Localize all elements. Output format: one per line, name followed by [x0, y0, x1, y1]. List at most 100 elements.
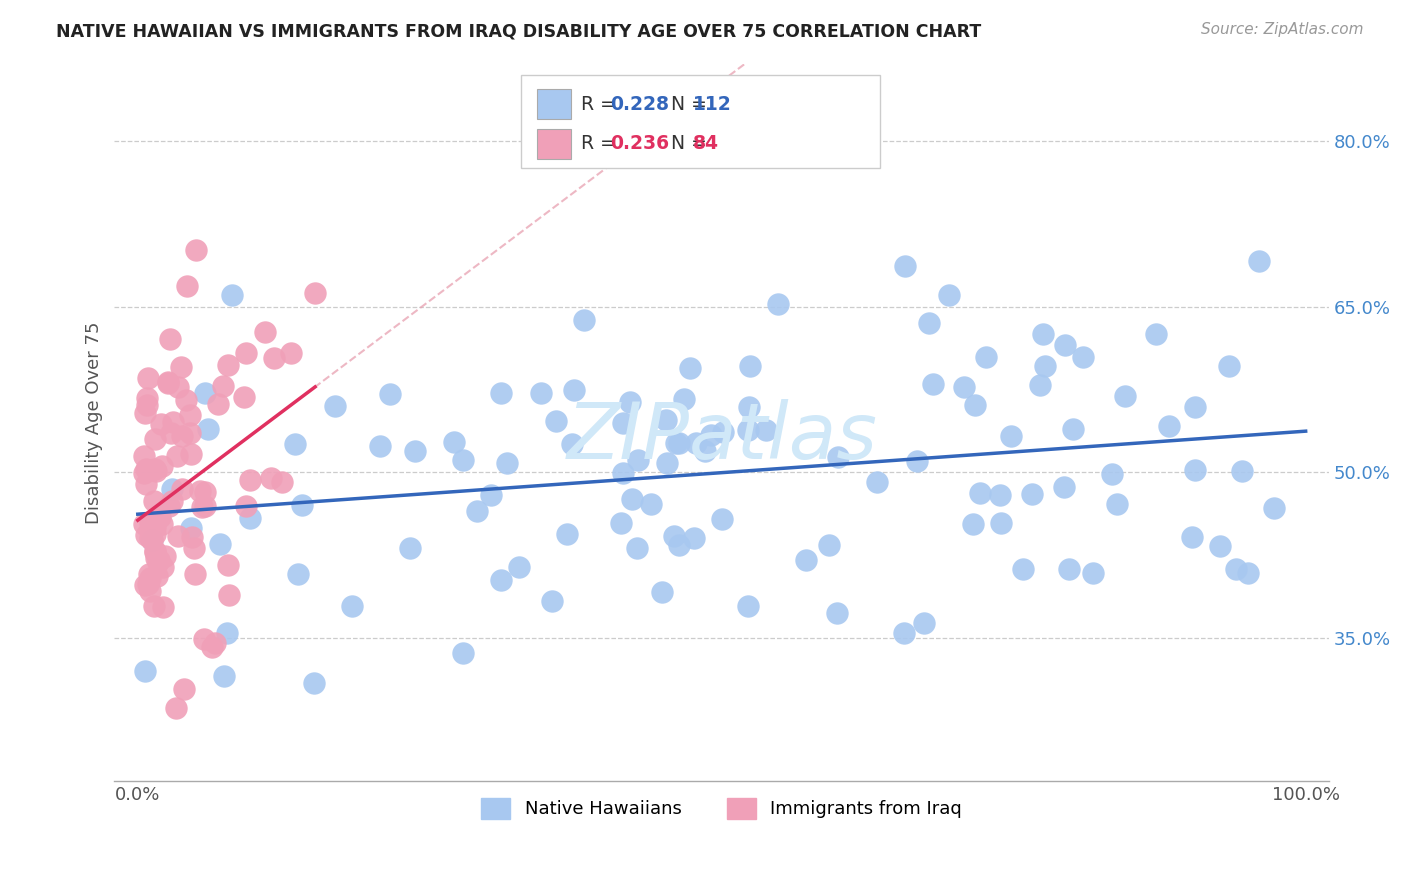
Point [700, 428, 723, 442]
Point [965, 398, 987, 412]
Point [212, 669, 235, 683]
Point [1159, 418, 1181, 433]
Point [194, 386, 217, 401]
Point [207, 397, 229, 411]
Point [148, 553, 170, 567]
Text: 0.228: 0.228 [610, 95, 669, 113]
Point [665, 436, 688, 450]
Point [1081, 566, 1104, 581]
Point [737, 599, 759, 613]
Point [304, 285, 326, 300]
Legend: Native Hawaiians, Immigrants from Iraq: Native Hawaiians, Immigrants from Iraq [474, 790, 969, 826]
Point [1053, 480, 1076, 494]
Point [170, 482, 193, 496]
Point [157, 499, 180, 513]
Point [132, 466, 155, 480]
Point [135, 391, 157, 405]
Point [160, 425, 183, 440]
Point [179, 408, 201, 422]
Point [141, 533, 163, 547]
Point [1114, 389, 1136, 403]
Point [157, 376, 180, 390]
Point [260, 471, 283, 485]
Point [1225, 561, 1247, 575]
Point [894, 260, 917, 274]
Point [232, 390, 254, 404]
Text: Source: ZipAtlas.com: Source: ZipAtlas.com [1201, 22, 1364, 37]
Point [443, 434, 465, 449]
Point [145, 550, 167, 565]
Point [169, 360, 191, 375]
Point [938, 288, 960, 302]
Point [143, 526, 166, 541]
Point [143, 543, 166, 558]
Point [673, 392, 696, 406]
Point [152, 559, 174, 574]
Point [479, 488, 502, 502]
Point [1012, 562, 1035, 576]
Point [1053, 338, 1076, 352]
Point [221, 288, 243, 302]
Point [1181, 530, 1204, 544]
Point [191, 500, 214, 515]
Point [270, 475, 292, 489]
Point [132, 449, 155, 463]
Point [489, 386, 512, 401]
Point [922, 376, 945, 391]
Point [323, 400, 346, 414]
Text: 84: 84 [693, 134, 718, 153]
Point [143, 432, 166, 446]
Point [280, 345, 302, 359]
Point [1105, 497, 1128, 511]
Point [179, 425, 201, 440]
Point [1101, 467, 1123, 481]
Point [990, 488, 1012, 502]
Point [138, 571, 160, 585]
Point [1184, 463, 1206, 477]
Point [974, 350, 997, 364]
Point [540, 594, 562, 608]
Point [208, 537, 231, 551]
Bar [537, 89, 571, 120]
Point [150, 417, 173, 431]
Point [508, 560, 530, 574]
Point [145, 464, 167, 478]
Point [905, 454, 928, 468]
Text: R =: R = [581, 134, 621, 153]
Point [138, 567, 160, 582]
Point [215, 626, 238, 640]
Point [135, 528, 157, 542]
Point [1144, 326, 1167, 341]
Point [217, 558, 239, 572]
Point [134, 406, 156, 420]
Point [495, 456, 517, 470]
Point [152, 599, 174, 614]
Point [263, 351, 285, 366]
Point [655, 412, 678, 426]
Point [135, 462, 157, 476]
Point [465, 503, 488, 517]
Point [193, 632, 215, 646]
Point [142, 599, 165, 614]
Point [1062, 422, 1084, 436]
Point [143, 462, 166, 476]
Point [166, 529, 188, 543]
Point [201, 640, 224, 654]
Point [141, 533, 163, 547]
Point [612, 466, 634, 480]
Point [170, 428, 193, 442]
Point [135, 477, 157, 491]
Point [1028, 377, 1050, 392]
Point [254, 325, 277, 339]
Point [143, 493, 166, 508]
Point [188, 483, 211, 498]
Point [451, 646, 474, 660]
Point [235, 499, 257, 513]
Point [181, 530, 204, 544]
Point [766, 297, 789, 311]
Point [173, 681, 195, 696]
Point [1073, 350, 1095, 364]
Point [167, 380, 190, 394]
Point [165, 700, 187, 714]
Point [620, 491, 643, 506]
